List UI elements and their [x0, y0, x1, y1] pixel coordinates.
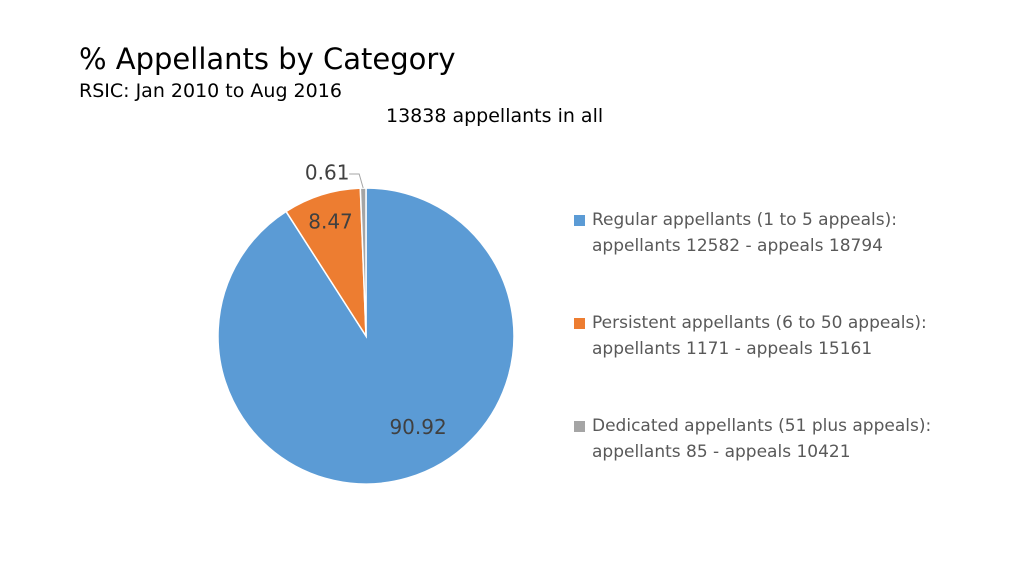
legend-label: Regular appellants (1 to 5 appeals): app…: [592, 210, 897, 256]
chart-subtitle: RSIC: Jan 2010 to Aug 2016: [79, 80, 342, 102]
pie-slice: [359, 187, 367, 337]
annotation: 13838 appellants in all: [386, 105, 604, 127]
legend-item: Dedicated appellants (51 plus appeals): …: [574, 413, 931, 465]
slice-label: 90.92: [389, 415, 446, 439]
legend-swatch: [574, 215, 585, 226]
legend-item: Regular appellants (1 to 5 appeals): app…: [574, 207, 897, 259]
legend-label: Persistent appellants (6 to 50 appeals):…: [592, 313, 927, 359]
leader-line: [349, 173, 364, 189]
legend-label: Dedicated appellants (51 plus appeals): …: [592, 416, 932, 462]
legend-swatch: [574, 421, 585, 432]
legend-swatch: [574, 318, 585, 329]
slice-label: 0.61: [305, 161, 350, 185]
slice-label: 8.47: [308, 210, 353, 234]
chart-title: % Appellants by Category: [79, 42, 456, 76]
legend-item: Persistent appellants (6 to 50 appeals):…: [574, 310, 927, 362]
